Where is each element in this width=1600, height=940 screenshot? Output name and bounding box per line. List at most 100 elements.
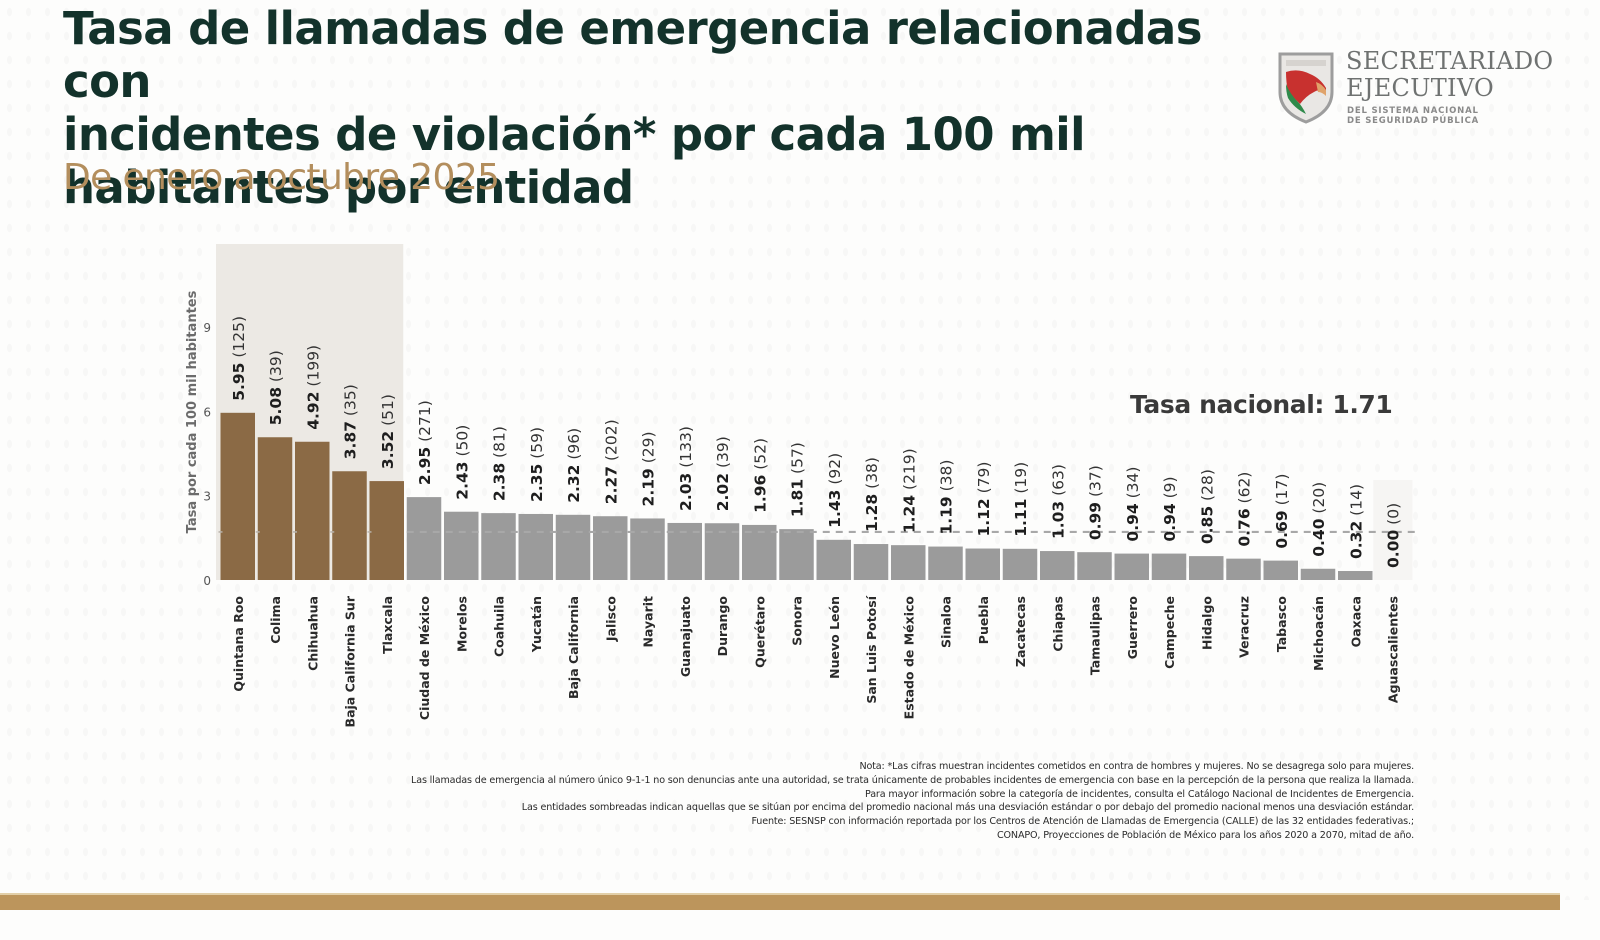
category-label: Tamaulipas [1088, 596, 1103, 675]
data-label-count: (0) [1385, 503, 1403, 530]
data-label-count: (81) [491, 426, 509, 463]
bar-coahuila [481, 513, 516, 580]
footer-band [0, 893, 1560, 910]
bar-chihuahua [295, 441, 330, 580]
data-label-count: (37) [1087, 465, 1105, 502]
data-label: 3.87 (35) [342, 384, 360, 459]
data-label-value: 1.28 [863, 494, 881, 532]
note-line: Las entidades sombreadas indican aquella… [521, 802, 1414, 814]
bar-oaxaca [1338, 571, 1373, 580]
data-label: 0.94 (34) [1124, 467, 1142, 542]
bar-sinaloa [928, 546, 963, 580]
bar-morelos [444, 511, 479, 580]
bar-san-luis-potosi [853, 544, 889, 580]
data-label-value: 5.08 [267, 387, 285, 425]
data-label-count: (62) [1236, 472, 1254, 509]
data-label-count: (17) [1273, 474, 1291, 511]
category-label: Sinaloa [939, 596, 954, 648]
bar-baja-california-sur [332, 471, 367, 580]
data-label-value: 2.35 [528, 464, 546, 502]
category-label: Durango [715, 596, 730, 657]
data-label-count: (79) [975, 462, 993, 499]
y-axis-label: Tasa por cada 100 mil habitantes [185, 290, 200, 533]
category-label: Oaxaca [1348, 596, 1363, 647]
data-label-value: 2.27 [602, 466, 620, 504]
data-label-value: 2.19 [640, 468, 658, 506]
bar-michoacan [1300, 568, 1336, 580]
data-label-value: 2.95 [416, 447, 434, 485]
data-label-count: (96) [565, 428, 583, 465]
category-label: Coahuila [492, 596, 507, 657]
data-label-count: (52) [751, 438, 769, 475]
bar-puebla [965, 548, 1000, 580]
data-label: 5.08 (39) [267, 350, 285, 425]
bar-nuevo-leon [816, 539, 851, 580]
data-label-value: 1.19 [938, 496, 956, 534]
data-label-count: (20) [1310, 482, 1328, 519]
data-label-count: (34) [1124, 467, 1142, 504]
note-line: Las llamadas de emergencia al número úni… [411, 774, 1414, 786]
note-line: Nota: *Las cifras muestran incidentes co… [859, 761, 1414, 772]
note-line: Para mayor información sobre la categorí… [865, 788, 1414, 800]
data-label-value: 1.12 [975, 498, 993, 536]
category-label: Sonora [790, 596, 805, 646]
data-label: 1.43 (92) [826, 453, 844, 528]
logo-line-4: DE SEGURIDAD PÚBLICA [1347, 116, 1479, 126]
data-label: 2.35 (59) [528, 427, 546, 502]
y-tick-label: 9 [203, 321, 211, 335]
bar-campeche [1151, 553, 1187, 580]
chart-subtitle: De enero a octubre 2025 [63, 157, 500, 198]
data-label-value: 4.92 [304, 391, 322, 429]
category-label: Baja California [566, 596, 581, 699]
bar-quintana-roo [220, 412, 255, 580]
data-label: 2.27 (202) [602, 419, 620, 504]
data-label-value: 0.76 [1236, 508, 1254, 546]
title-line-2: incidentes de violación* por cada 100 mi… [63, 108, 1086, 161]
data-label-value: 1.03 [1049, 501, 1067, 539]
bar-baja-california [555, 514, 591, 580]
data-label: 1.96 (52) [751, 438, 769, 513]
bar-ciudad-de-mexico [406, 497, 442, 580]
category-label: Colima [268, 596, 283, 644]
note-line: Fuente: SESNSP con información reportada… [751, 816, 1414, 828]
bar-veracruz [1226, 558, 1261, 580]
category-label: Yucatán [529, 596, 544, 653]
data-label: 0.40 (20) [1310, 482, 1328, 557]
category-label: Tlaxcala [380, 596, 395, 654]
category-label: Estado de México [901, 596, 916, 720]
logo-line-3: DEL SISTEMA NACIONAL [1347, 106, 1479, 116]
category-label: Nayarit [641, 596, 656, 648]
data-label: 2.02 (39) [714, 436, 732, 511]
category-label: Chiapas [1050, 596, 1065, 652]
data-label-count: (50) [453, 425, 471, 462]
category-label: Guanajuato [678, 596, 693, 678]
data-label-count: (63) [1049, 464, 1067, 501]
category-label: Querétaro [752, 596, 767, 668]
data-label-value: 1.81 [789, 479, 807, 517]
category-label: Aguascalientes [1386, 596, 1401, 703]
data-label: 1.12 (79) [975, 462, 993, 537]
category-label: Guerrero [1125, 596, 1140, 660]
data-label: 2.38 (81) [491, 426, 509, 501]
category-label: Ciudad de México [417, 596, 432, 720]
category-label: Michoacán [1311, 596, 1326, 671]
data-label-count: (38) [863, 457, 881, 494]
data-label: 2.32 (96) [565, 428, 583, 503]
data-label-count: (199) [304, 345, 322, 392]
bar-colima [257, 437, 293, 580]
data-label-count: (9) [1161, 476, 1179, 503]
shield-map-icon [1278, 52, 1334, 124]
data-label-count: (125) [230, 316, 248, 363]
data-label-count: (19) [1012, 462, 1030, 499]
data-label-value: 0.94 [1161, 503, 1179, 541]
title-line-1: Tasa de llamadas de emergencia relaciona… [63, 2, 1202, 108]
category-label: Quintana Roo [231, 596, 246, 692]
data-label: 0.69 (17) [1273, 474, 1291, 549]
data-label-count: (57) [789, 442, 807, 479]
category-label: Baja California Sur [343, 595, 358, 727]
bar-tlaxcala [369, 481, 404, 580]
data-label: 2.95 (271) [416, 400, 434, 485]
bar-zacatecas [1002, 548, 1038, 580]
data-label: 0.99 (37) [1087, 465, 1105, 540]
data-label: 1.28 (38) [863, 457, 881, 532]
